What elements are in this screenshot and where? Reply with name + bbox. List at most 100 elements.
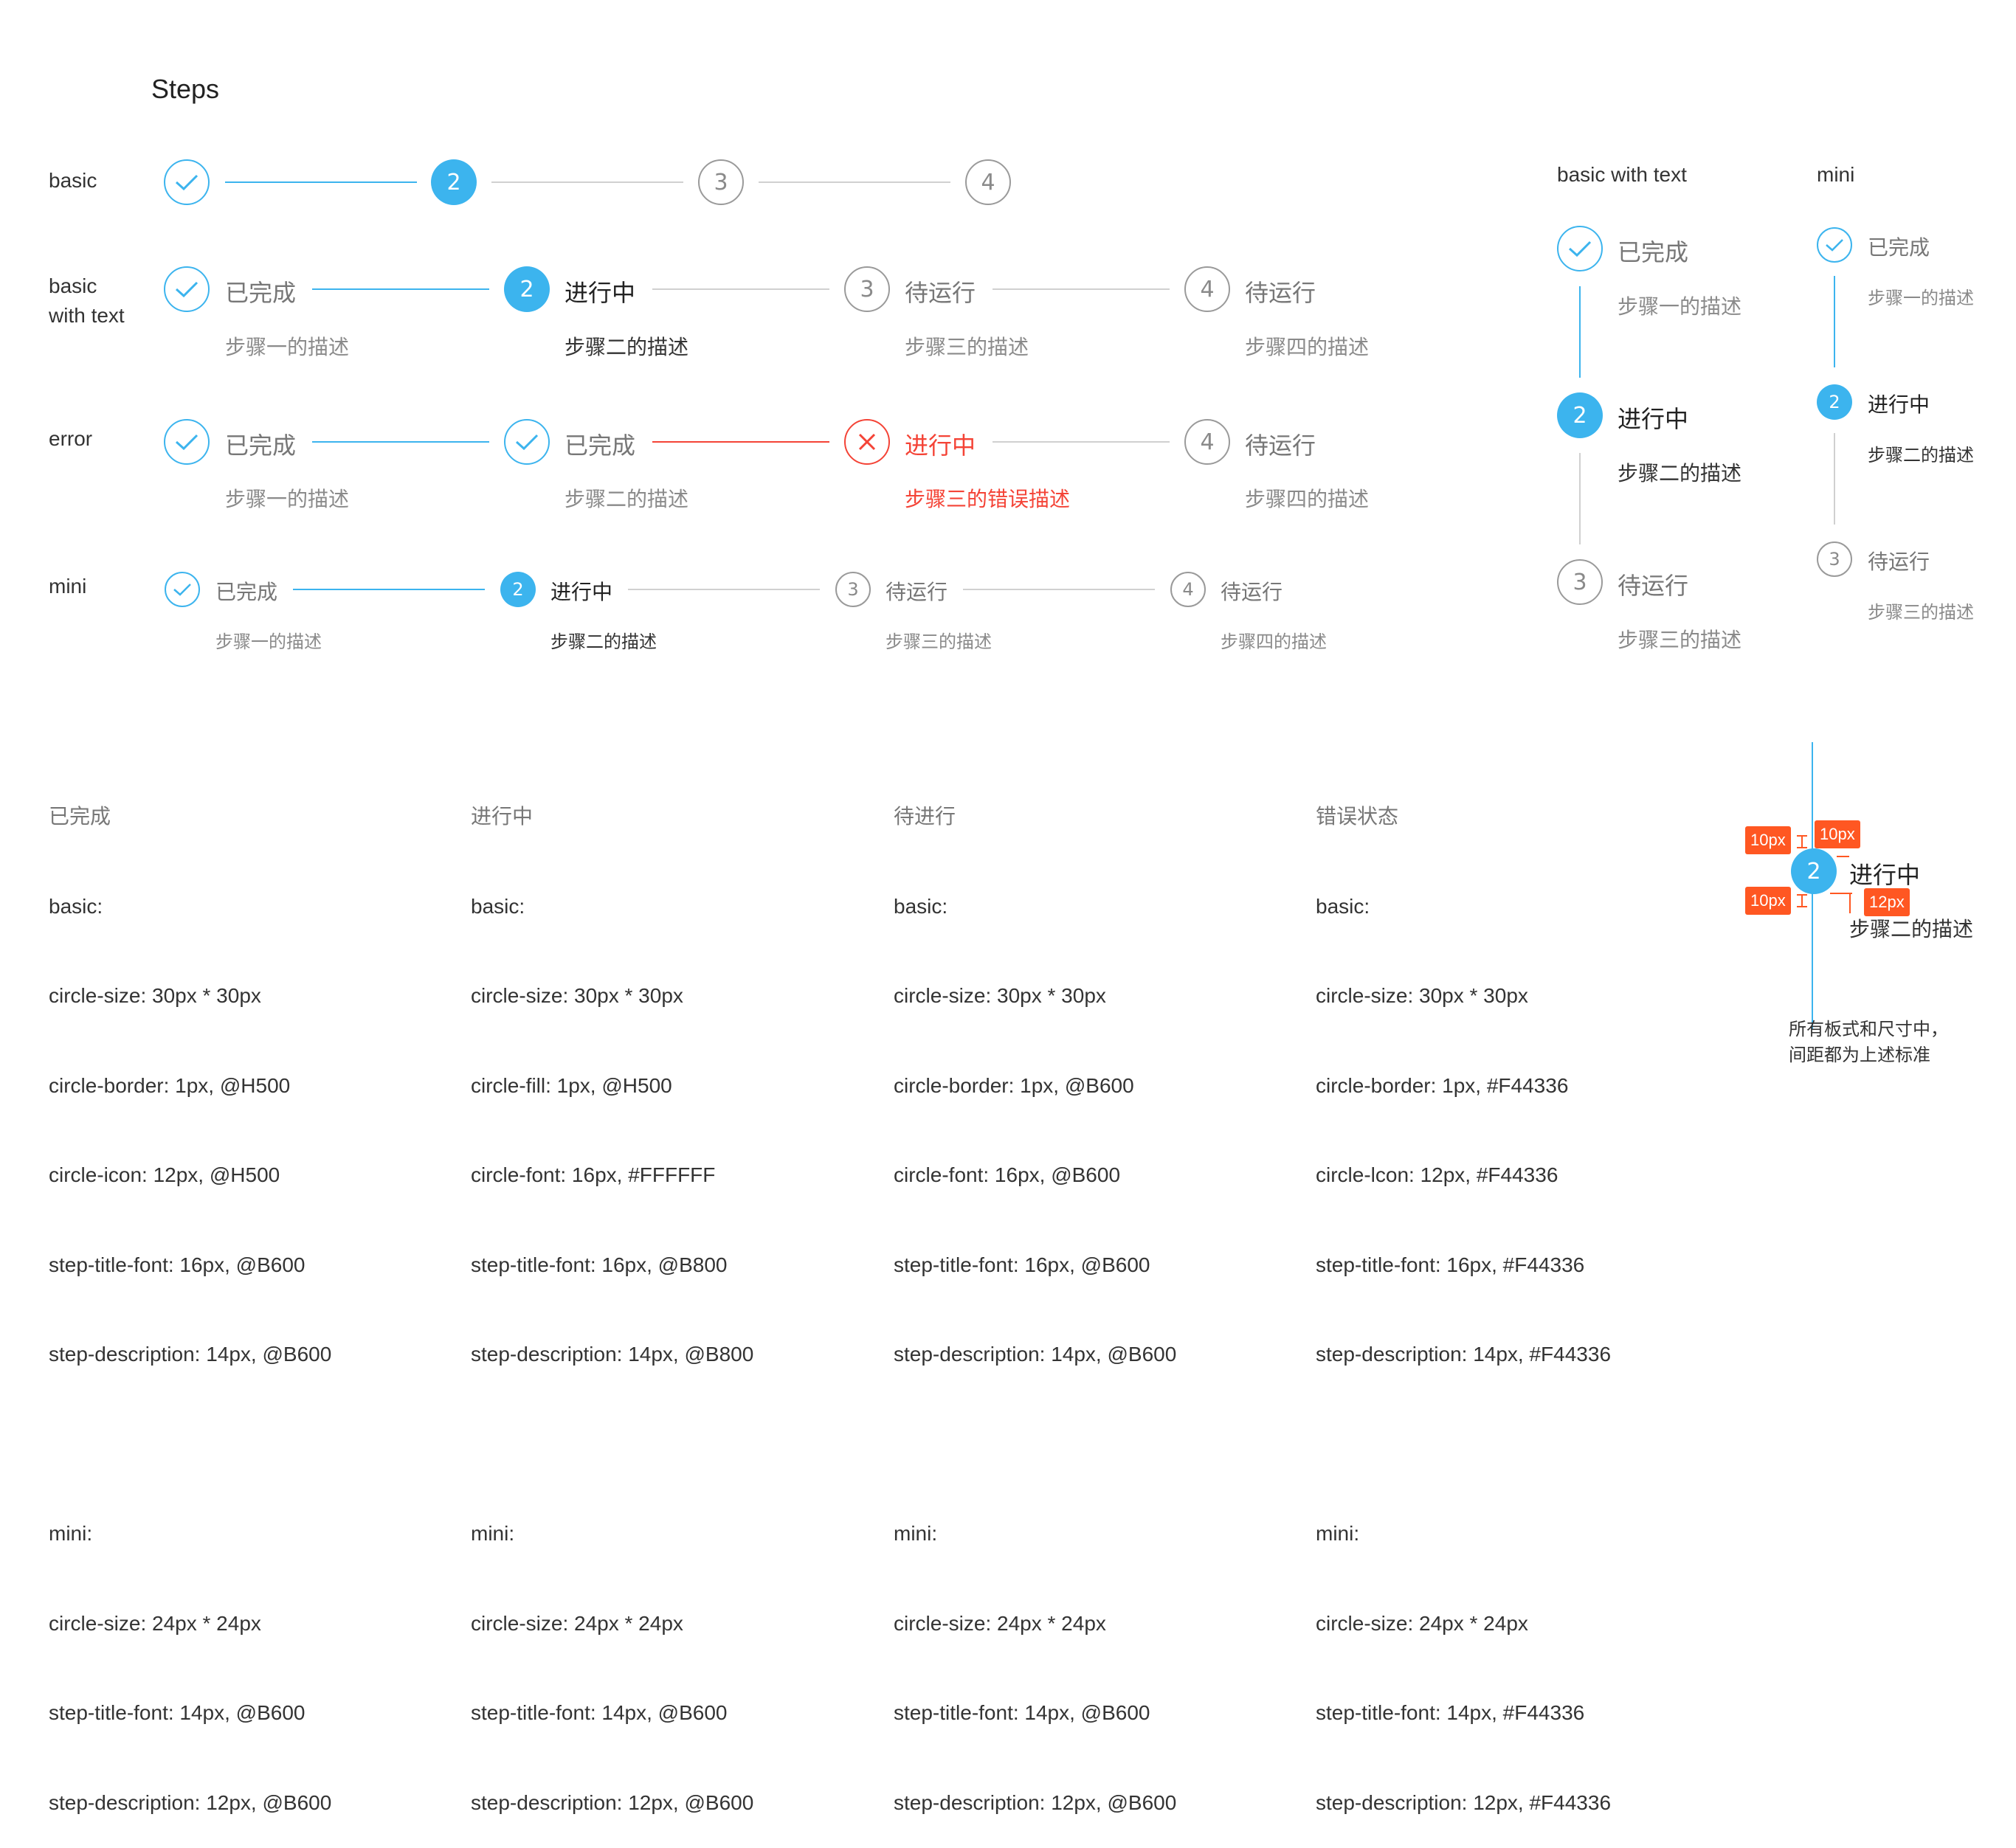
step-description: 步骤一的描述 [225, 336, 350, 359]
step-title: 已完成 [225, 432, 297, 459]
check-icon [173, 584, 191, 596]
spec-line: step-title-font: 16px, @B600 [894, 1253, 1150, 1276]
check-icon [175, 434, 199, 451]
step-2-active-circle[interactable]: 2 [1557, 392, 1603, 438]
step-title: 进行中 [1618, 406, 1689, 432]
spec-line: mini: [1316, 1522, 1360, 1545]
measure-marker [1797, 847, 1807, 848]
step-description: 步骤一的描述 [1868, 288, 1974, 308]
step-3-wait-circle[interactable]: 3 [835, 572, 871, 607]
step-title: 已完成 [215, 581, 278, 603]
measure-marker [1801, 894, 1803, 907]
spec-line: step-description: 14px, #F44336 [1316, 1343, 1612, 1366]
spec-line: circle-size: 30px * 30px [1316, 984, 1528, 1007]
step-title: 进行中 [565, 280, 636, 306]
step-title: 进行中 [1849, 862, 1921, 888]
step-title: 待运行 [1245, 280, 1316, 306]
spec-line: circle-lcon: 12px, #F44336 [1316, 1163, 1558, 1186]
step-2-done-circle[interactable] [504, 419, 550, 465]
check-icon [1826, 239, 1843, 252]
spec-title: 错误状态 [1316, 805, 1399, 828]
connector-line-done [312, 441, 489, 443]
step-description: 步骤一的描述 [1618, 295, 1742, 318]
step-title: 已完成 [565, 432, 636, 459]
connector-line-done [225, 181, 417, 183]
step-1-done-circle[interactable] [164, 266, 210, 312]
measure-marker [1830, 893, 1852, 894]
spec-block-error: 错误状态 basic: circle-size: 30px * 30px cir… [1316, 742, 1611, 1848]
spec-line: circle-font: 16px, @B600 [894, 1163, 1121, 1186]
step-3-error-circle[interactable] [844, 419, 890, 465]
connector-line-error [652, 441, 829, 443]
spec-line: basic: [1316, 894, 1370, 918]
step-title: 待运行 [1868, 550, 1930, 573]
step-description: 步骤一的描述 [215, 632, 322, 652]
step-title: 进行中 [550, 581, 613, 603]
step-1-done-circle[interactable] [165, 572, 200, 607]
step-title: 待运行 [1221, 581, 1283, 603]
step-1-done-circle[interactable] [164, 159, 210, 205]
step-title: 已完成 [1868, 236, 1930, 259]
connector-line [993, 441, 1170, 443]
spec-line: step-title-font: 14px, @B600 [471, 1701, 728, 1724]
connector-line [993, 288, 1170, 290]
step-title: 已完成 [225, 280, 297, 306]
step-3-wait-circle[interactable]: 3 [844, 266, 890, 312]
spacing-tag: 10px [1745, 826, 1791, 854]
step-description: 步骤二的描述 [1618, 462, 1742, 485]
step-description: 步骤四的描述 [1221, 632, 1327, 652]
spec-line: step-description: 14px, @B600 [894, 1343, 1177, 1366]
step-description: 步骤三的描述 [886, 632, 992, 652]
connector-line [628, 589, 820, 590]
step-1-done-circle[interactable] [1817, 227, 1852, 263]
step-description-error: 步骤三的错误描述 [905, 488, 1071, 511]
spec-line: step-title-font: 14px, @B600 [49, 1701, 305, 1724]
step-title: 已完成 [1618, 239, 1689, 266]
spec-line: step-description: 12px, @B600 [471, 1790, 754, 1814]
spec-line: mini: [894, 1522, 938, 1545]
spec-block-wait: 待进行 basic: circle-size: 30px * 30px circ… [894, 742, 1176, 1848]
step-2-active-circle[interactable]: 2 [504, 266, 550, 312]
row-label-basic: basic [49, 169, 97, 192]
spec-spacer [1316, 1430, 1611, 1460]
spec-line: step-title-font: 16px, @B600 [49, 1253, 305, 1276]
close-icon [858, 433, 876, 451]
step-4-wait-circle[interactable]: 4 [1184, 419, 1230, 465]
measure-marker [1797, 906, 1807, 907]
spec-title: 已完成 [49, 805, 111, 828]
spacing-tag: 10px [1815, 820, 1860, 848]
spec-spacer [894, 1430, 1176, 1460]
spec-line: circle-size: 30px * 30px [471, 984, 683, 1007]
step-2-active-circle[interactable]: 2 [1817, 384, 1852, 420]
connector-line [963, 589, 1155, 590]
step-2-active-circle[interactable]: 2 [431, 159, 477, 205]
step-4-wait-circle[interactable]: 4 [1170, 572, 1206, 607]
step-1-done-circle[interactable] [1557, 226, 1603, 271]
spec-line: basic: [49, 894, 103, 918]
spec-line: step-description: 14px, @B800 [471, 1343, 754, 1366]
step-description: 步骤三的描述 [905, 336, 1029, 359]
measure-marker [1797, 894, 1807, 896]
step-4-wait-circle[interactable]: 4 [965, 159, 1011, 205]
step-description: 步骤三的描述 [1618, 629, 1742, 651]
spec-line: circle-size: 24px * 24px [1316, 1611, 1528, 1635]
spec-line: circle-font: 16px, #FFFFFF [471, 1163, 716, 1186]
spec-line: circle-size: 24px * 24px [49, 1611, 261, 1635]
step-3-wait-circle[interactable]: 3 [1817, 541, 1852, 577]
spec-line: step-title-font: 16px, @B800 [471, 1253, 728, 1276]
step-1-done-circle[interactable] [164, 419, 210, 465]
check-icon [1568, 240, 1592, 257]
spec-line: step-description: 12px, @B600 [49, 1790, 332, 1814]
spacing-tag: 10px [1745, 887, 1791, 915]
spec-line: circle-border: 1px, @H500 [49, 1073, 291, 1097]
step-title: 待运行 [886, 581, 948, 603]
step-4-wait-circle[interactable]: 4 [1184, 266, 1230, 312]
connector-line [491, 181, 683, 183]
step-2-active-circle[interactable]: 2 [500, 572, 536, 607]
step-3-wait-circle[interactable]: 3 [1557, 559, 1603, 605]
measure-marker [1849, 894, 1851, 913]
step-description: 步骤四的描述 [1245, 336, 1370, 359]
row-label-basic-with-text: basic with text [49, 274, 125, 327]
spec-line: circle-fill: 1px, @H500 [471, 1073, 672, 1097]
step-3-wait-circle[interactable]: 3 [698, 159, 744, 205]
